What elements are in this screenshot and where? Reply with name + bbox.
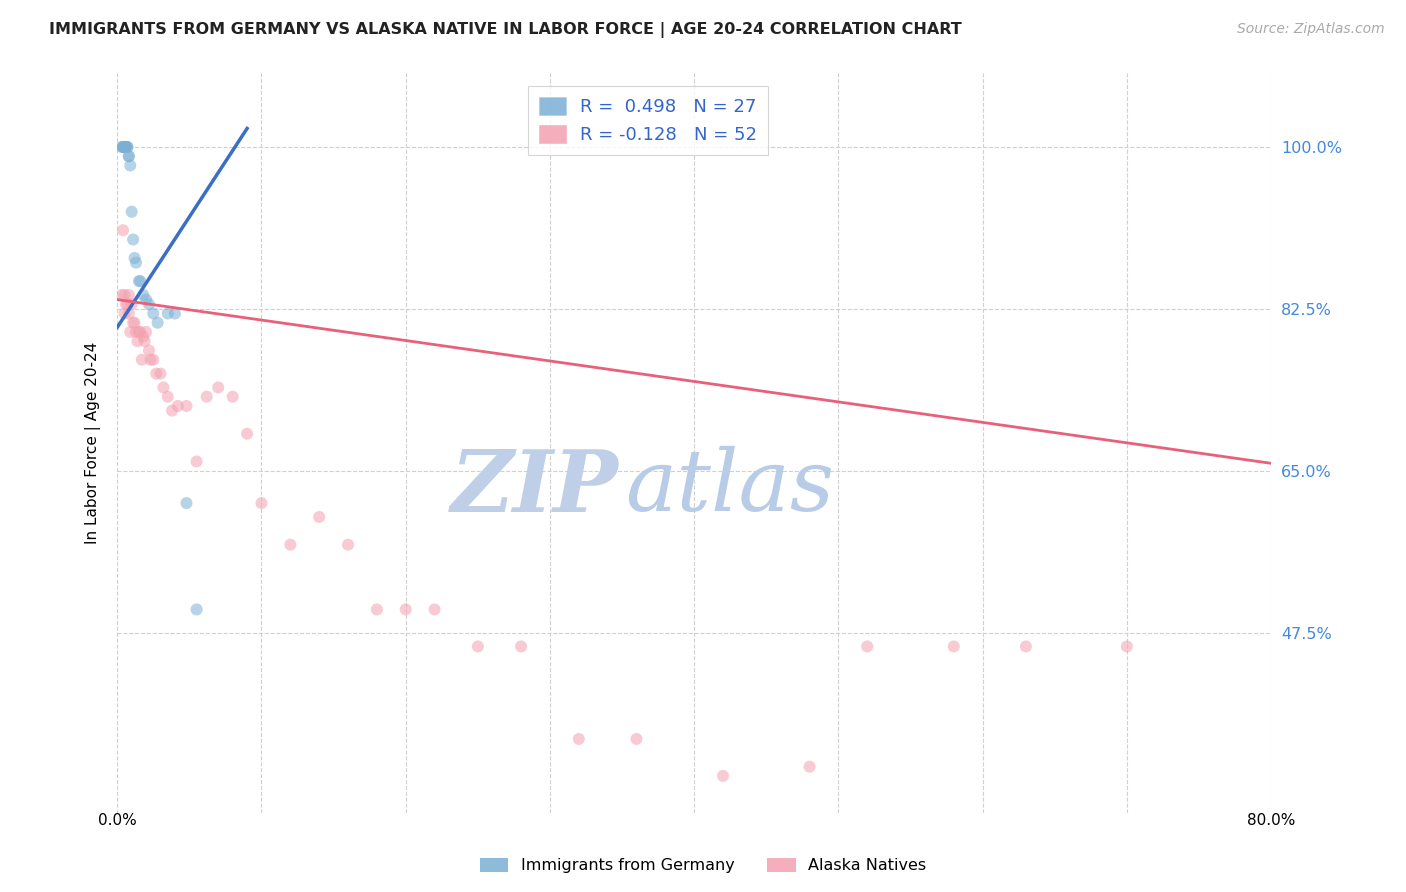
Point	[942, 640, 965, 654]
Point	[112, 223, 135, 237]
Point	[118, 288, 141, 302]
Point	[114, 140, 136, 154]
Point	[1015, 640, 1038, 654]
Point	[118, 149, 141, 163]
Point	[146, 316, 169, 330]
Point	[207, 380, 229, 394]
Point	[626, 731, 648, 746]
Point	[110, 140, 132, 154]
Legend: R =  0.498   N = 27, R = -0.128   N = 52: R = 0.498 N = 27, R = -0.128 N = 52	[527, 86, 768, 155]
Point	[145, 367, 167, 381]
Point	[856, 640, 879, 654]
Point	[117, 140, 139, 154]
Point	[121, 297, 143, 311]
Point	[221, 390, 243, 404]
Point	[149, 367, 172, 381]
Point	[467, 640, 489, 654]
Point	[163, 306, 186, 320]
Point	[176, 399, 198, 413]
Text: ZIP: ZIP	[451, 446, 619, 529]
Point	[127, 334, 149, 349]
Point	[139, 352, 162, 367]
Point	[114, 306, 136, 320]
Point	[156, 306, 179, 320]
Point	[250, 496, 273, 510]
Point	[135, 293, 157, 307]
Point	[134, 334, 156, 349]
Point	[142, 352, 165, 367]
Point	[152, 380, 174, 394]
Point	[120, 159, 142, 173]
Point	[131, 352, 153, 367]
Point	[156, 390, 179, 404]
Point	[125, 325, 148, 339]
Point	[122, 316, 145, 330]
Point	[280, 538, 302, 552]
Point	[117, 297, 139, 311]
Text: IMMIGRANTS FROM GERMANY VS ALASKA NATIVE IN LABOR FORCE | AGE 20-24 CORRELATION : IMMIGRANTS FROM GERMANY VS ALASKA NATIVE…	[49, 22, 962, 38]
Point	[186, 602, 208, 616]
Point	[129, 274, 152, 288]
Point	[122, 232, 145, 246]
Point	[115, 140, 138, 154]
Point	[124, 251, 146, 265]
Point	[114, 288, 136, 302]
Point	[112, 140, 135, 154]
Point	[112, 140, 135, 154]
Point	[120, 325, 142, 339]
Point	[366, 602, 388, 616]
Point	[128, 325, 150, 339]
Point	[568, 731, 591, 746]
Point	[132, 329, 155, 343]
Point	[118, 149, 141, 163]
Point	[799, 760, 821, 774]
Text: atlas: atlas	[624, 446, 834, 529]
Point	[138, 297, 160, 311]
Point	[195, 390, 218, 404]
Point	[118, 306, 141, 320]
Point	[395, 602, 418, 616]
Point	[510, 640, 533, 654]
Text: 80.0%: 80.0%	[1247, 813, 1295, 828]
Point	[236, 426, 259, 441]
Point	[121, 204, 143, 219]
Point	[186, 454, 208, 468]
Point	[160, 403, 183, 417]
Text: 0.0%: 0.0%	[98, 813, 136, 828]
Point	[115, 297, 138, 311]
Point	[124, 316, 146, 330]
Point	[125, 255, 148, 269]
Point	[110, 288, 132, 302]
Legend: Immigrants from Germany, Alaska Natives: Immigrants from Germany, Alaska Natives	[474, 851, 932, 880]
Point	[1115, 640, 1137, 654]
Point	[308, 510, 330, 524]
Point	[337, 538, 360, 552]
Point	[132, 288, 155, 302]
Point	[711, 769, 734, 783]
Point	[142, 306, 165, 320]
Point	[423, 602, 446, 616]
Point	[115, 140, 138, 154]
Point	[166, 399, 188, 413]
Point	[138, 343, 160, 358]
Point	[176, 496, 198, 510]
Point	[135, 325, 157, 339]
Point	[128, 274, 150, 288]
Point	[117, 140, 139, 154]
Y-axis label: In Labor Force | Age 20-24: In Labor Force | Age 20-24	[86, 342, 101, 544]
Text: Source: ZipAtlas.com: Source: ZipAtlas.com	[1237, 22, 1385, 37]
Point	[129, 325, 152, 339]
Point	[114, 140, 136, 154]
